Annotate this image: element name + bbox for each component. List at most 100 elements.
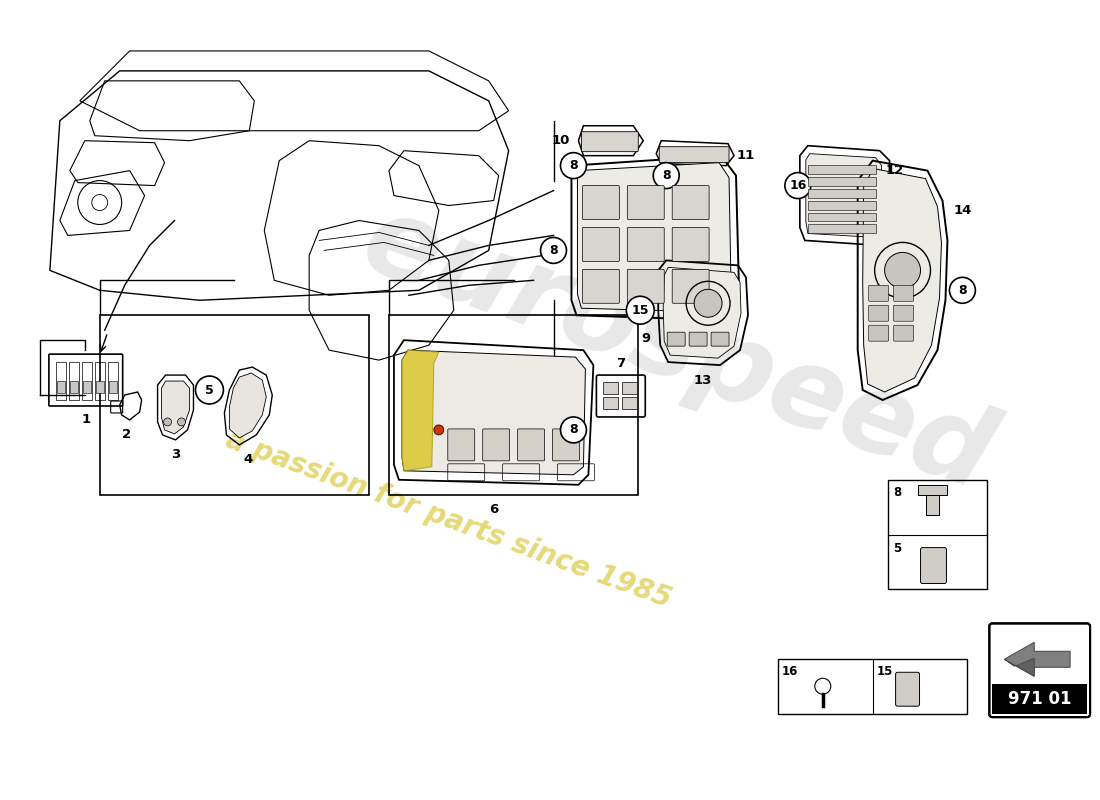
Bar [108,362,118,400]
Bar [992,684,1087,714]
FancyBboxPatch shape [711,332,729,346]
FancyBboxPatch shape [627,270,664,303]
Text: 16: 16 [782,665,799,678]
Bar [807,165,876,174]
Circle shape [653,162,679,189]
FancyBboxPatch shape [627,227,664,262]
Circle shape [433,425,443,435]
Text: 14: 14 [954,204,971,217]
FancyBboxPatch shape [518,429,544,461]
FancyBboxPatch shape [895,672,920,706]
Text: 9: 9 [641,332,651,345]
Polygon shape [162,381,189,434]
Text: 1: 1 [81,414,90,426]
Bar [604,382,618,394]
Text: 15: 15 [631,304,649,317]
FancyBboxPatch shape [893,306,913,322]
FancyBboxPatch shape [582,227,619,262]
FancyBboxPatch shape [869,306,889,322]
FancyBboxPatch shape [672,270,710,303]
FancyBboxPatch shape [659,146,729,162]
Text: 7: 7 [616,357,625,370]
FancyBboxPatch shape [627,186,664,219]
FancyBboxPatch shape [989,623,1090,717]
Circle shape [196,376,223,404]
Bar [100,315,368,494]
FancyBboxPatch shape [869,286,889,302]
FancyBboxPatch shape [448,429,475,461]
Text: 8: 8 [662,169,671,182]
Circle shape [949,278,976,303]
Text: 8: 8 [569,423,578,437]
Text: eurospeed: eurospeed [349,186,1008,514]
Text: 8: 8 [569,159,578,172]
Bar [69,381,78,393]
Polygon shape [925,494,939,514]
FancyBboxPatch shape [921,548,946,583]
FancyBboxPatch shape [582,186,619,219]
Bar [807,177,876,186]
Circle shape [164,418,172,426]
Bar [109,381,117,393]
FancyBboxPatch shape [483,429,509,461]
Circle shape [561,153,586,178]
Text: 8: 8 [549,244,558,257]
Polygon shape [806,154,881,238]
Polygon shape [1004,642,1070,676]
Bar [82,381,91,393]
Text: 16: 16 [789,179,806,192]
Circle shape [626,296,654,324]
Polygon shape [402,350,439,471]
Polygon shape [663,267,741,358]
Polygon shape [862,169,942,392]
Text: 8: 8 [893,486,902,499]
Text: 11: 11 [737,149,755,162]
Text: 8: 8 [958,284,967,297]
Bar [389,315,638,494]
Bar [96,381,103,393]
FancyBboxPatch shape [672,227,710,262]
Polygon shape [230,373,266,438]
Bar [888,480,988,590]
Bar [807,201,876,210]
Circle shape [561,417,586,443]
Text: a passion for parts since 1985: a passion for parts since 1985 [222,426,675,614]
Polygon shape [402,350,585,474]
Bar [69,362,79,400]
Bar [604,397,618,409]
Text: 971 01: 971 01 [1008,690,1071,708]
Bar [81,362,91,400]
Bar [807,189,876,198]
Bar [807,225,876,234]
Circle shape [884,252,921,288]
Text: 4: 4 [244,454,253,466]
FancyBboxPatch shape [893,326,913,341]
FancyBboxPatch shape [869,326,889,341]
FancyBboxPatch shape [689,332,707,346]
Text: 6: 6 [490,503,498,516]
Circle shape [694,290,722,318]
Text: 12: 12 [886,164,904,177]
FancyBboxPatch shape [893,286,913,302]
FancyBboxPatch shape [672,186,710,219]
Bar [778,659,967,714]
Circle shape [177,418,186,426]
Bar [623,397,637,409]
FancyBboxPatch shape [552,429,580,461]
Bar [57,381,65,393]
Polygon shape [1004,658,1034,676]
Bar [56,362,66,400]
Bar [807,213,876,222]
Text: 3: 3 [170,448,180,462]
Circle shape [540,238,566,263]
Text: 5: 5 [893,542,902,555]
Text: 10: 10 [551,134,570,147]
FancyBboxPatch shape [582,270,619,303]
Polygon shape [917,485,947,494]
Text: 2: 2 [122,429,131,442]
Text: 5: 5 [205,383,213,397]
Bar [623,382,637,394]
FancyBboxPatch shape [582,132,638,152]
FancyBboxPatch shape [668,332,685,346]
Polygon shape [578,162,732,312]
